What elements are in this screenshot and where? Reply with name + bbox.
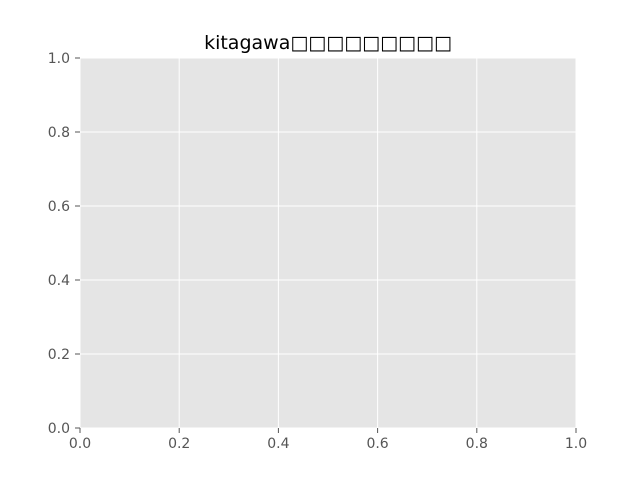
y-tick-label: 0.0: [48, 421, 70, 437]
axis-ticks: [75, 57, 577, 433]
y-tick-label: 0.2: [48, 347, 70, 363]
x-tick-label: 0.8: [466, 436, 488, 452]
y-tick-label: 0.8: [48, 125, 70, 141]
y-tick-label: 0.6: [48, 199, 70, 215]
plot-area: [80, 58, 576, 428]
grid-lines: [79, 57, 577, 429]
x-tick-label: 0.0: [69, 436, 91, 452]
y-tick-label: 1.0: [48, 51, 70, 67]
chart-title: kitagawa□□□□□□□□□: [204, 32, 452, 54]
y-axis-tick-labels: 0.0 0.2 0.4 0.6 0.8 1.0: [48, 51, 70, 437]
x-tick-label: 0.6: [366, 436, 388, 452]
x-tick-label: 1.0: [565, 436, 587, 452]
x-axis-tick-labels: 0.0 0.2 0.4 0.6 0.8 1.0: [69, 436, 587, 452]
x-tick-label: 0.4: [267, 436, 289, 452]
y-tick-label: 0.4: [48, 273, 70, 289]
x-tick-label: 0.2: [168, 436, 190, 452]
